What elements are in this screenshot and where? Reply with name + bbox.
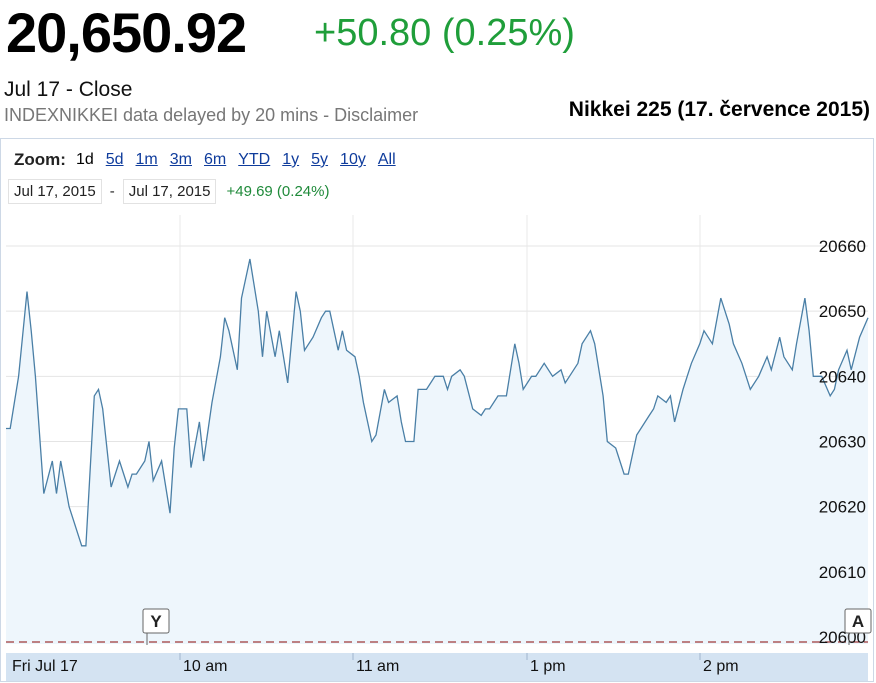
chart-panel	[0, 138, 874, 682]
date-from-field[interactable]: Jul 17, 2015	[8, 178, 102, 204]
y-tick-label: 20640	[819, 367, 866, 386]
chart-subtitle: Nikkei 225 (17. července 2015)	[568, 98, 870, 121]
price-change: +50.80 (0.25%)	[314, 12, 575, 54]
x-tick-label: 1 pm	[530, 658, 566, 675]
y-tick-label: 20660	[819, 237, 866, 256]
range-change: +49.69 (0.24%)	[226, 182, 330, 200]
zoom-option-1m[interactable]: 1m	[135, 151, 158, 168]
zoom-option-ytd[interactable]: YTD	[238, 151, 271, 168]
zoom-option-5y[interactable]: 5y	[311, 151, 329, 168]
x-tick-label: Fri Jul 17	[12, 658, 78, 675]
zoom-bar: Zoom: 1d 5d 1m 3m 6m YTD 1y 5y 10y All	[14, 148, 408, 172]
price-line	[6, 258, 869, 547]
date-separator: -	[109, 182, 115, 200]
y-tick-label: 20630	[819, 433, 866, 452]
x-tick-label: 11 am	[356, 658, 399, 675]
event-flag-label: A	[852, 612, 864, 631]
event-flag-label: Y	[150, 612, 162, 631]
event-flag-a[interactable]: A	[844, 608, 872, 645]
x-tick-label: 10 am	[183, 658, 227, 675]
date-range: Jul 17, 2015 - Jul 17, 2015 +49.69 (0.24…	[8, 178, 329, 204]
y-tick-label: 20650	[819, 302, 866, 321]
y-tick-label: 20610	[819, 563, 866, 582]
close-label: Jul 17 - Close	[4, 78, 133, 101]
zoom-label: Zoom:	[14, 150, 66, 169]
zoom-option-6m[interactable]: 6m	[204, 151, 227, 168]
zoom-option-5d[interactable]: 5d	[105, 151, 124, 168]
delayed-note: INDEXNIKKEI data delayed by 20 mins - Di…	[4, 105, 419, 125]
x-axis-bar	[6, 653, 868, 681]
zoom-option-3m[interactable]: 3m	[169, 151, 192, 168]
zoom-option-1y[interactable]: 1y	[282, 151, 300, 168]
y-tick-label: 20620	[819, 498, 866, 517]
event-flag-y[interactable]: Y	[142, 608, 170, 645]
zoom-option-all[interactable]: All	[377, 151, 396, 168]
zoom-option-1d[interactable]: 1d	[75, 151, 94, 168]
index-price: 20,650.92	[6, 1, 247, 64]
x-tick-label: 2 pm	[703, 658, 739, 675]
price-area-fill	[6, 259, 868, 644]
zoom-option-10y[interactable]: 10y	[340, 151, 366, 168]
date-to-field[interactable]: Jul 17, 2015	[122, 178, 217, 204]
